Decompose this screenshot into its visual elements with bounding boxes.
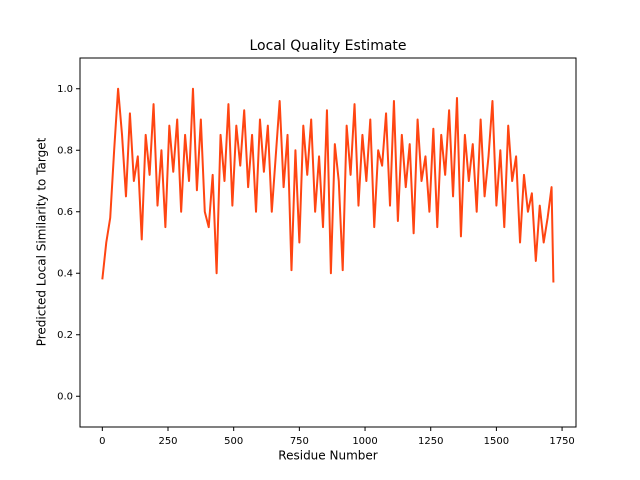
x-axis-label: Residue Number [278, 449, 377, 463]
x-tick-label: 1000 [352, 436, 377, 447]
y-tick-label: 0.0 [57, 391, 73, 402]
x-tick-label: 0 [99, 436, 105, 447]
x-tick-label: 750 [290, 436, 309, 447]
x-tick-label: 1250 [418, 436, 443, 447]
x-tick-label: 1500 [484, 436, 509, 447]
y-axis-label: Predicted Local Similarity to Target [35, 137, 49, 346]
y-tick-label: 0.6 [57, 207, 73, 218]
x-tick-label: 500 [224, 436, 243, 447]
y-tick-label: 1.0 [57, 84, 73, 95]
x-tick-label: 250 [158, 436, 177, 447]
x-tick-label: 1750 [549, 436, 574, 447]
y-tick-label: 0.8 [57, 145, 73, 156]
y-tick-label: 0.2 [57, 330, 73, 341]
y-tick-label: 0.4 [57, 268, 73, 279]
data-line [101, 87, 555, 283]
chart-title: Local Quality Estimate [249, 38, 406, 54]
plot-frame [79, 57, 577, 428]
